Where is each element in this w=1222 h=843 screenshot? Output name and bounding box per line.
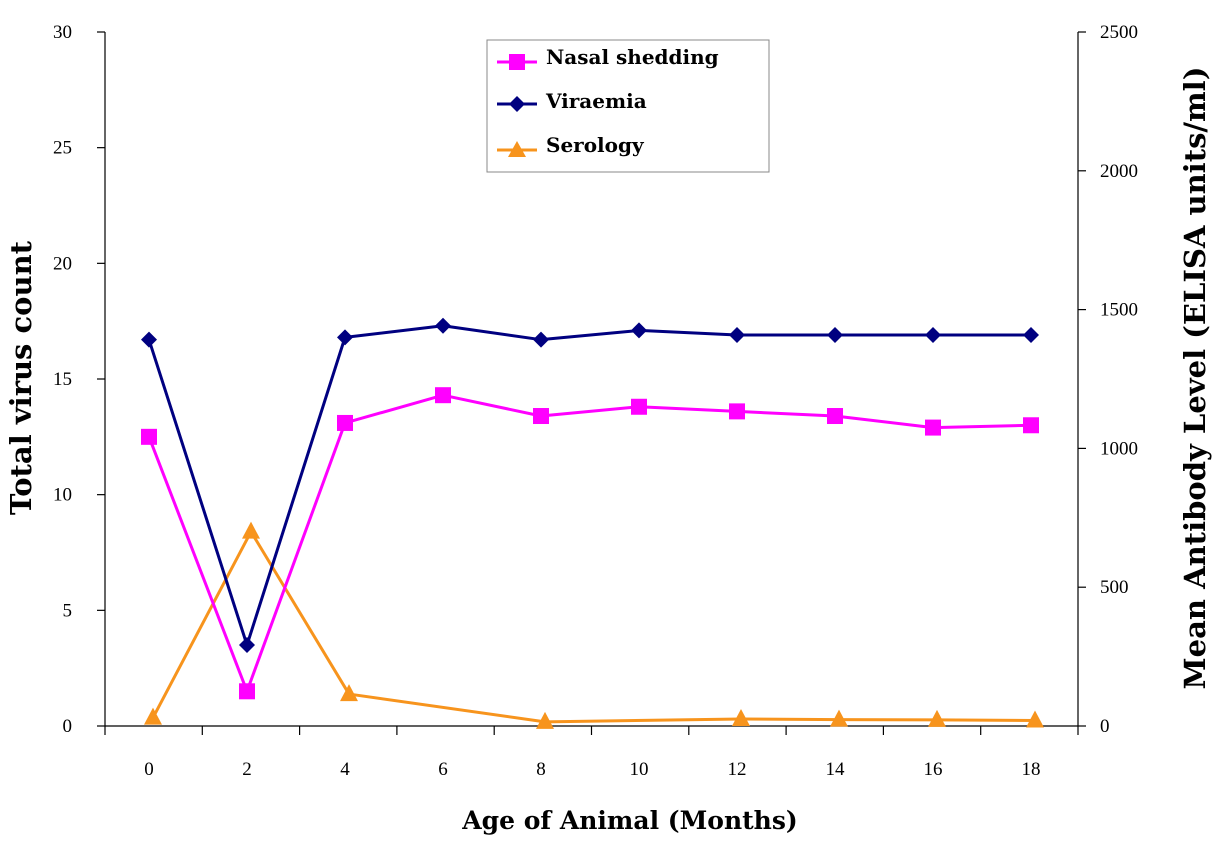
series-nasal-shedding <box>141 387 1039 700</box>
tick-labels: 0 5 10 15 20 25 30 0 500 1000 1500 2000 2500 0 2 4 6 8 10 1… <box>53 22 1138 780</box>
series-viraemia <box>141 317 1039 654</box>
data-point-diamond <box>729 327 745 344</box>
x-tick-label: 0 <box>144 759 154 780</box>
data-point-diamond <box>435 317 451 334</box>
data-point-triangle <box>242 521 260 539</box>
right-y-axis-title: Mean Antibody Level (ELISA units/ml) <box>1178 67 1212 690</box>
left-y-tick-label: 30 <box>53 22 72 43</box>
left-y-tick-label: 20 <box>53 253 72 274</box>
data-point-square <box>141 428 157 445</box>
x-tick-label: 10 <box>630 759 649 780</box>
x-tick-label: 4 <box>340 759 350 780</box>
legend-marker-triangle <box>508 141 526 157</box>
x-tick-label: 2 <box>242 759 252 780</box>
data-point-square <box>337 414 353 431</box>
data-point-diamond <box>533 331 549 348</box>
data-point-square <box>239 683 255 700</box>
data-point-triangle <box>1026 710 1044 728</box>
series-line <box>147 393 1032 693</box>
left-y-axis-title: Total virus count <box>4 240 38 515</box>
series-line <box>151 530 1036 724</box>
x-tick-label: 18 <box>1022 759 1041 780</box>
legend-item-nasal-shedding: Nasal shedding <box>497 45 719 70</box>
tick-marks <box>97 31 1086 735</box>
legend-label-viraemia: Viraemia <box>545 89 647 113</box>
right-y-tick-label: 500 <box>1100 577 1129 598</box>
series <box>141 317 1044 729</box>
data-point-triangle <box>340 684 358 702</box>
data-point-square <box>1023 417 1039 434</box>
right-y-tick-label: 2000 <box>1100 161 1138 182</box>
data-point-triangle <box>536 711 554 729</box>
data-point-diamond <box>925 327 941 344</box>
legend-marker-diamond <box>509 96 525 112</box>
data-point-diamond <box>827 327 843 344</box>
x-tick-label: 8 <box>536 759 546 780</box>
series-serology <box>144 521 1044 729</box>
data-point-triangle <box>144 707 162 725</box>
right-y-tick-label: 0 <box>1100 716 1110 737</box>
data-point-square <box>729 403 745 420</box>
left-y-tick-label: 15 <box>53 369 72 390</box>
left-y-tick-label: 5 <box>63 600 73 621</box>
x-tick-label: 12 <box>728 759 747 780</box>
x-tick-label: 14 <box>826 759 846 780</box>
x-tick-label: 6 <box>438 759 448 780</box>
x-axis-title: Age of Animal (Months) <box>461 806 798 835</box>
data-point-diamond <box>631 322 647 339</box>
data-point-diamond <box>141 331 157 348</box>
right-y-tick-label: 2500 <box>1100 22 1138 43</box>
data-point-diamond <box>337 329 353 346</box>
data-point-square <box>827 408 843 425</box>
data-point-triangle <box>732 709 750 727</box>
data-point-triangle <box>830 709 848 727</box>
legend: Nasal shedding Viraemia Serology <box>486 39 770 173</box>
data-point-triangle <box>928 709 946 727</box>
right-y-tick-label: 1000 <box>1100 438 1138 459</box>
x-tick-label: 16 <box>924 759 943 780</box>
data-point-square <box>631 398 647 415</box>
data-point-square <box>925 419 941 436</box>
data-point-square <box>435 387 451 404</box>
data-point-square <box>533 408 549 425</box>
legend-item-serology: Serology <box>497 133 645 157</box>
right-y-tick-label: 1500 <box>1100 300 1138 321</box>
legend-item-viraemia: Viraemia <box>497 89 647 113</box>
legend-label-serology: Serology <box>546 133 645 157</box>
left-y-tick-label: 25 <box>53 138 72 159</box>
left-y-tick-label: 10 <box>53 485 72 506</box>
data-point-diamond <box>239 637 255 654</box>
data-point-diamond <box>1023 327 1039 344</box>
legend-label-nasal-shedding: Nasal shedding <box>546 45 719 69</box>
legend-marker-square <box>509 54 525 70</box>
series-line <box>147 324 1031 647</box>
left-y-tick-label: 0 <box>63 716 73 737</box>
